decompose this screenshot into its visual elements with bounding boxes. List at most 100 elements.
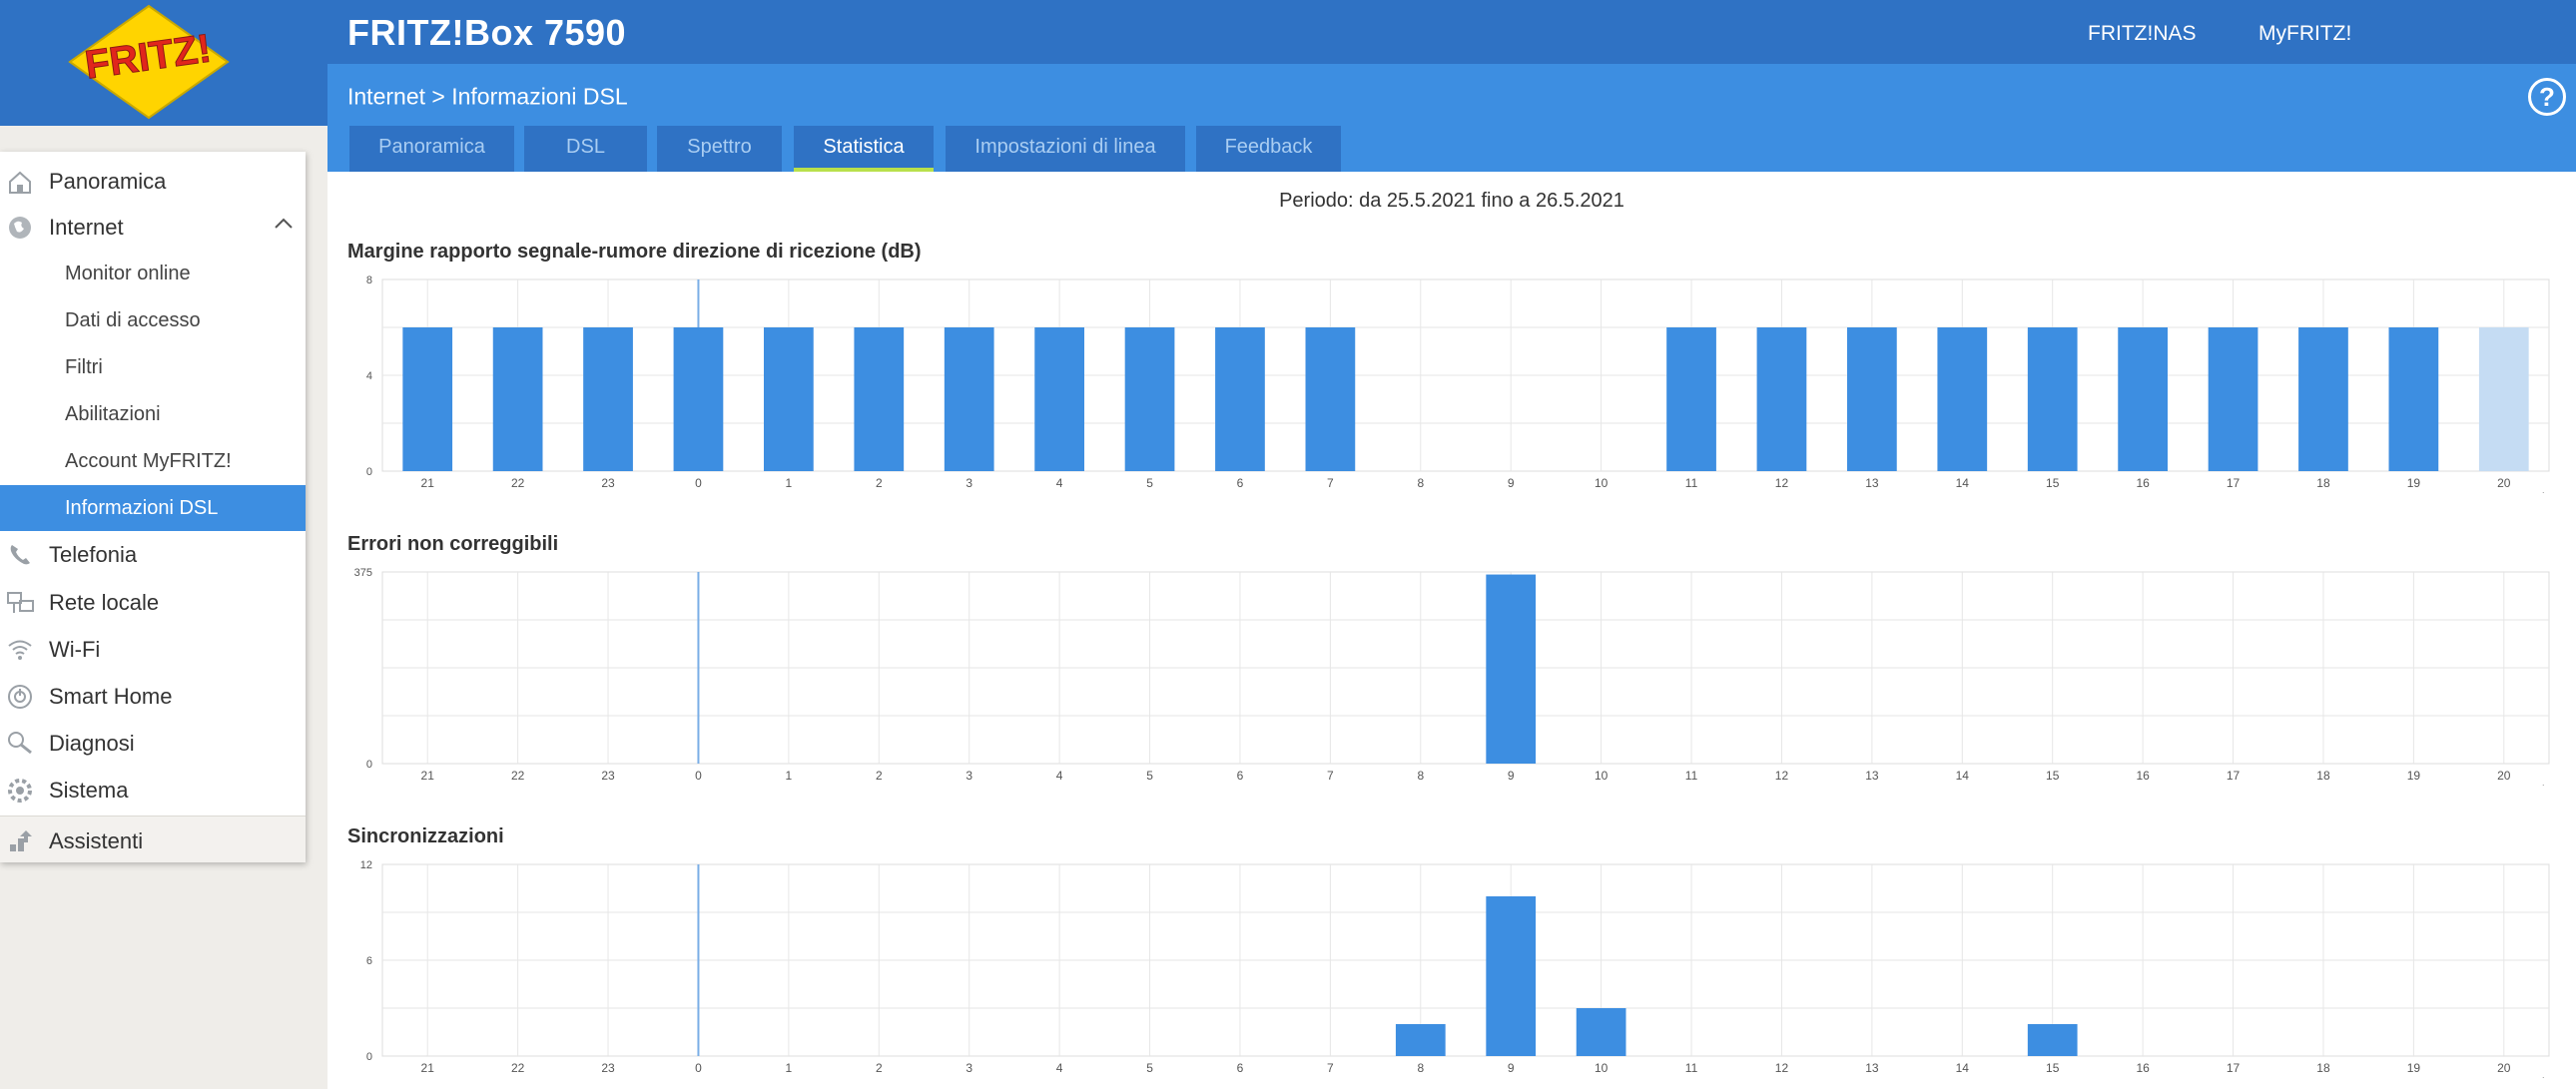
y-tick-label: 0 <box>366 466 372 478</box>
chart-bar[interactable] <box>2298 327 2348 471</box>
fritz-nas-link[interactable]: FRITZ!NAS <box>2088 22 2197 45</box>
x-tick-label: 9 <box>1508 769 1515 783</box>
sidebar-item-filtri[interactable]: Filtri <box>0 344 306 390</box>
chart-bar[interactable] <box>1486 574 1537 764</box>
sidebar-item-smart-home[interactable]: Smart Home <box>0 673 306 719</box>
assistant-icon <box>10 830 32 851</box>
chart-bar[interactable] <box>583 327 633 471</box>
x-tick-label: 21 <box>421 1061 435 1075</box>
sidebar-item-diagnosi[interactable]: Diagnosi <box>0 720 306 766</box>
sidebar-item-account-myfritz[interactable]: Account MyFRITZ! <box>0 438 306 484</box>
wifi-icon <box>8 640 32 660</box>
chart-bar[interactable] <box>1847 327 1897 471</box>
sidebar-item-panoramica[interactable]: Panoramica <box>0 158 306 204</box>
x-axis-label: Orario <box>2516 1075 2552 1078</box>
chart-bar[interactable] <box>2208 327 2258 471</box>
x-tick-label: 1 <box>786 1061 793 1075</box>
x-tick-label: 21 <box>421 476 435 490</box>
x-tick-label: 18 <box>2316 476 2330 490</box>
chart-bar[interactable] <box>1937 327 1988 471</box>
sidebar-item-label: Internet <box>49 215 124 240</box>
x-tick-label: 8 <box>1417 476 1424 490</box>
x-tick-label: 12 <box>1775 1061 1789 1075</box>
x-tick-label: 23 <box>601 476 615 490</box>
sidebar-item-label: Panoramica <box>49 169 167 194</box>
chart-bar[interactable] <box>2027 1024 2078 1056</box>
x-tick-label: 13 <box>1865 769 1879 783</box>
tab-spettro[interactable]: Spettro <box>657 126 782 172</box>
x-tick-label: 10 <box>1595 769 1609 783</box>
chart-bar[interactable] <box>402 327 453 471</box>
chart-bar[interactable] <box>2118 327 2168 471</box>
sidebar-item-rete-locale[interactable]: Rete locale <box>0 579 306 625</box>
sidebar-item-internet[interactable]: Internet <box>0 204 306 250</box>
sidebar-subitem-label: Filtri <box>65 356 103 378</box>
chart-bar[interactable] <box>764 327 814 471</box>
sidebar-item-sistema[interactable]: Sistema <box>0 767 306 813</box>
main-content: Periodo: da 25.5.2021 fino a 26.5.2021 M… <box>327 172 2576 1089</box>
period-text: Periodo: da 25.5.2021 fino a 26.5.2021 <box>1279 190 1624 212</box>
chart-bar[interactable] <box>2478 327 2529 471</box>
breadcrumb-current: Informazioni DSL <box>451 83 628 110</box>
x-tick-label: 11 <box>1685 769 1698 783</box>
chart-bar[interactable] <box>1666 327 1716 471</box>
breadcrumb-parent[interactable]: Internet <box>347 83 425 110</box>
x-tick-label: 14 <box>1956 476 1970 490</box>
x-tick-label: 13 <box>1865 1061 1879 1075</box>
network-icon <box>7 592 34 613</box>
x-tick-label: 14 <box>1956 1061 1970 1075</box>
chart-bar[interactable] <box>492 327 543 471</box>
x-tick-label: 2 <box>876 476 883 490</box>
tab-impostazioni-di-linea[interactable]: Impostazioni di linea <box>946 126 1185 172</box>
home-icon <box>9 171 31 194</box>
tab-panoramica[interactable]: Panoramica <box>349 126 514 172</box>
chart-bar[interactable] <box>1215 327 1265 471</box>
x-tick-label: 16 <box>2136 1061 2150 1075</box>
x-tick-label: 14 <box>1956 769 1970 783</box>
sidebar-item-wi-fi[interactable]: Wi-Fi <box>0 626 306 672</box>
sidebar-item-informazioni-dsl[interactable]: Informazioni DSL <box>0 485 306 531</box>
sidebar-item-label: Telefonia <box>49 542 138 567</box>
x-tick-label: 13 <box>1865 476 1879 490</box>
sub-header: Internet > Informazioni DSL ? Panoramica… <box>327 64 2576 172</box>
chart-bar[interactable] <box>2388 327 2439 471</box>
chart-bar[interactable] <box>854 327 905 471</box>
chart-bar[interactable] <box>1305 327 1356 471</box>
chart-bar[interactable] <box>1576 1008 1626 1056</box>
x-tick-label: 20 <box>2497 1061 2511 1075</box>
chart-bar[interactable] <box>673 327 724 471</box>
x-tick-label: 0 <box>695 1061 702 1075</box>
chart-bar[interactable] <box>944 327 994 471</box>
x-tick-label: 16 <box>2136 476 2150 490</box>
globe-icon <box>9 217 31 239</box>
tab-feedback[interactable]: Feedback <box>1196 126 1341 172</box>
chart-bar[interactable] <box>2027 327 2078 471</box>
tab-dsl[interactable]: DSL <box>524 126 647 172</box>
fritz-logo[interactable]: FRITZ! <box>58 0 240 124</box>
x-tick-label: 3 <box>966 1061 972 1075</box>
x-tick-label: 1 <box>786 769 793 783</box>
sidebar-item-assistenti[interactable]: Assistenti <box>0 816 306 862</box>
chart-bar[interactable] <box>1486 896 1537 1056</box>
help-icon[interactable]: ? <box>2528 78 2566 116</box>
chart-bar[interactable] <box>1756 327 1807 471</box>
sidebar-item-monitor-online[interactable]: Monitor online <box>0 251 306 296</box>
chart-bar[interactable] <box>1034 327 1084 471</box>
sidebar-item-label: Smart Home <box>49 684 173 709</box>
x-tick-label: 1 <box>786 476 793 490</box>
sidebar-item-abilitazioni[interactable]: Abilitazioni <box>0 391 306 437</box>
tab-statistica[interactable]: Statistica <box>794 126 934 172</box>
x-tick-label: 7 <box>1327 769 1334 783</box>
myfritz-link[interactable]: MyFRITZ! <box>2258 22 2352 45</box>
chevron-up-icon[interactable] <box>272 212 296 236</box>
chart-bar[interactable] <box>1124 327 1175 471</box>
sidebar-item-label: Sistema <box>49 778 129 803</box>
chart-bar[interactable] <box>1395 1024 1446 1056</box>
sidebar-item-telefonia[interactable]: Telefonia <box>0 531 306 577</box>
sidebar-item-dati-di-accesso[interactable]: Dati di accesso <box>0 297 306 343</box>
x-tick-label: 7 <box>1327 476 1334 490</box>
x-tick-label: 20 <box>2497 476 2511 490</box>
x-tick-label: 9 <box>1508 1061 1515 1075</box>
sidebar-subitem-label: Informazioni DSL <box>65 497 219 519</box>
x-tick-label: 19 <box>2407 769 2421 783</box>
